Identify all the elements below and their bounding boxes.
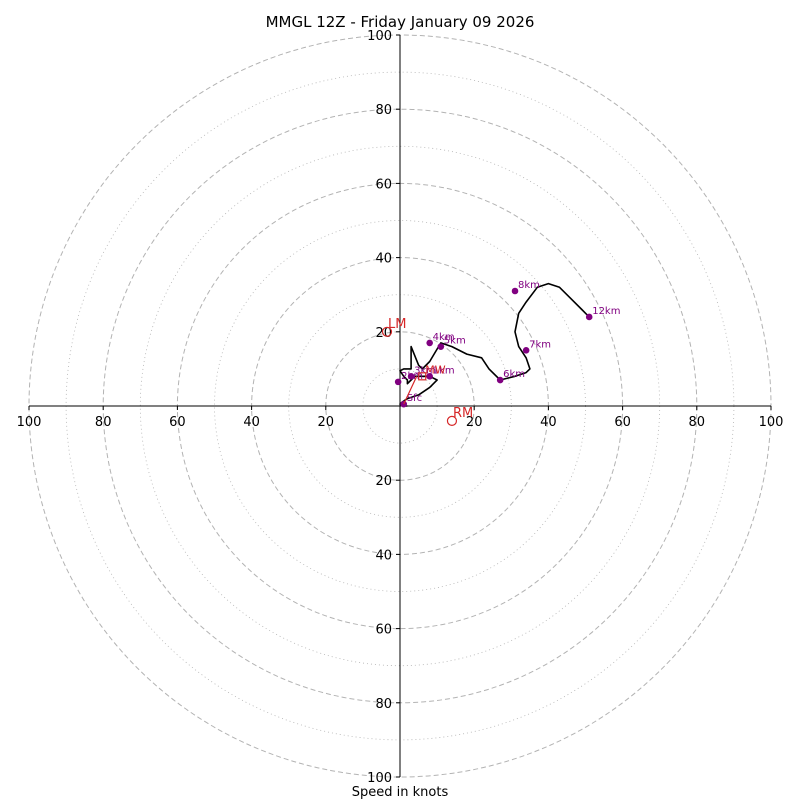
storm-marker-rm — [446, 415, 458, 426]
axes — [29, 35, 771, 777]
x-tick-label-pos-60: 60 — [614, 415, 631, 430]
height-label-1km: 1km — [433, 365, 455, 376]
storm-label-lm: LM — [388, 317, 406, 332]
x-tick-label-neg-80: 80 — [95, 415, 112, 430]
height-markers: Sfc1km2km3km4km5km6km7km8km12km — [394, 280, 620, 408]
height-label-12km: 12km — [592, 306, 620, 317]
mean-wind-line — [403, 376, 418, 405]
storm-marker-mw — [418, 372, 427, 381]
height-marker-2km — [394, 378, 402, 386]
y-tick-label-neg-80: 80 — [375, 697, 392, 712]
wind-profile — [399, 282, 590, 407]
height-marker-7km — [522, 347, 530, 354]
x-axis-label: Speed in knots — [352, 785, 449, 800]
height-marker-12km — [585, 313, 593, 321]
height-marker-5km — [437, 343, 445, 350]
y-tick-label-neg-60: 60 — [375, 623, 392, 638]
height-label-3km: 3km — [414, 365, 436, 376]
profile-line-0 — [399, 282, 590, 407]
storm-marker-lm — [381, 326, 393, 337]
x-tick-label-pos-40: 40 — [540, 415, 557, 430]
height-label-5km: 5km — [444, 336, 466, 347]
x-tick-label-pos-20: 20 — [466, 415, 483, 430]
y-tick-label-pos-40: 40 — [375, 252, 392, 267]
height-marker-8km — [511, 287, 519, 295]
height-marker-1km — [426, 373, 433, 380]
storm-label-mw: MW — [425, 363, 445, 376]
x-tick-label-neg-60: 60 — [169, 415, 186, 430]
tick-labels: 100 80 60 40 20 20 40 60 80 100 20 40 60 80 100 20 40 60 8… — [17, 29, 784, 786]
height-marker-3km — [407, 373, 415, 380]
y-tick-label-pos-60: 60 — [375, 177, 392, 192]
y-tick-label-pos-100: 100 — [367, 29, 392, 44]
height-label-4km: 4km — [433, 332, 455, 343]
height-marker-6km — [496, 376, 504, 384]
y-tick-label-neg-20: 20 — [375, 474, 392, 489]
y-tick-label-pos-80: 80 — [375, 103, 392, 118]
x-tick-label-neg-100: 100 — [17, 415, 42, 430]
height-label-6km: 6km — [503, 369, 525, 380]
y-tick-label-neg-40: 40 — [375, 548, 392, 563]
storm-motion-markers: RM LM MW — [381, 317, 473, 426]
storm-label-rm: RM — [453, 406, 473, 421]
height-marker-4km — [426, 339, 433, 347]
y-tick-label-neg-100: 100 — [367, 771, 392, 786]
x-tick-label-neg-40: 40 — [243, 415, 260, 430]
x-tick-label-pos-100: 100 — [759, 415, 784, 430]
y-tick-label-pos-20: 20 — [375, 326, 392, 341]
chart-title: MMGL 12Z - Friday January 09 2026 — [266, 13, 535, 31]
x-tick-label-pos-80: 80 — [689, 415, 706, 430]
x-tick-label-neg-20: 20 — [318, 415, 335, 430]
height-marker-sfc — [400, 400, 408, 408]
height-label-7km: 7km — [529, 339, 551, 350]
height-label-sfc: Sfc — [407, 393, 422, 404]
height-label-8km: 8km — [518, 280, 540, 291]
